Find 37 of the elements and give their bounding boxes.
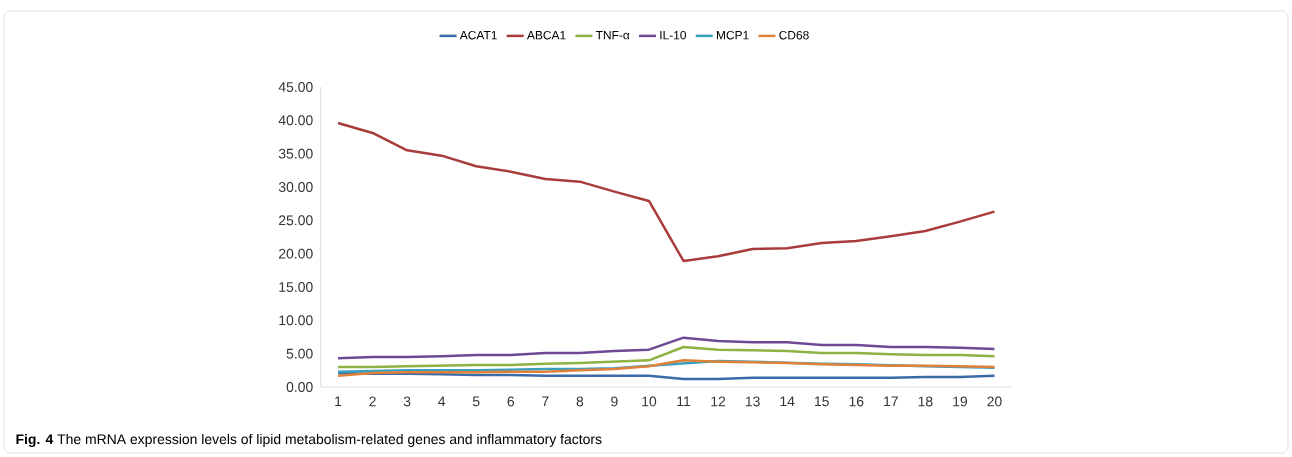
x-tick-label: 5	[472, 396, 480, 407]
x-tick-label: 16	[849, 396, 864, 407]
y-tick-label: 45.00	[278, 82, 313, 92]
x-tick-label: 3	[403, 396, 411, 407]
x-tick-label: 19	[953, 396, 967, 407]
legend-label: MCP1	[716, 30, 749, 40]
legend-label: ACAT1	[459, 30, 497, 40]
x-tick-label: 15	[815, 396, 829, 407]
y-tick-label: 35.00	[278, 148, 313, 159]
y-tick-label: 10.00	[279, 315, 313, 326]
x-tick-label: 12	[711, 396, 726, 407]
legend-label: ABCA1	[526, 30, 566, 40]
x-tick-label: 4	[438, 396, 446, 407]
legend-label: CD68	[779, 30, 809, 40]
x-tick-label: 7	[542, 396, 549, 407]
legend-label: TNF-α	[595, 31, 630, 40]
x-tick-label: 1	[335, 396, 342, 407]
x-tick-label: 8	[576, 396, 584, 407]
x-tick-label: 10	[642, 396, 657, 407]
y-tick-label: 30.00	[278, 182, 313, 192]
y-tick-label: 40.00	[278, 115, 313, 126]
x-tick-label: 20	[987, 396, 1002, 407]
y-tick-label: 20.00	[279, 248, 313, 259]
x-tick-label: 13	[745, 396, 760, 407]
x-tick-label: 6	[507, 396, 515, 407]
y-tick-label: 5.00	[286, 348, 313, 359]
text: Fig. 4 The mRNA expression levels of lipid metabolism-related genes and inflammatory factors	[16, 433, 602, 447]
x-tick-label: 11	[677, 396, 691, 407]
y-tick-label: 25.00	[279, 215, 313, 226]
x-tick-label: 2	[369, 396, 376, 407]
y-tick-label: 0.00	[286, 382, 313, 392]
x-tick-label: 14	[780, 396, 795, 407]
x-tick-label: 9	[611, 396, 618, 407]
x-tick-label: 17	[884, 396, 898, 407]
y-tick-label: 15.00	[279, 282, 313, 292]
x-tick-label: 18	[918, 396, 933, 407]
legend-label: IL-10	[660, 30, 687, 40]
